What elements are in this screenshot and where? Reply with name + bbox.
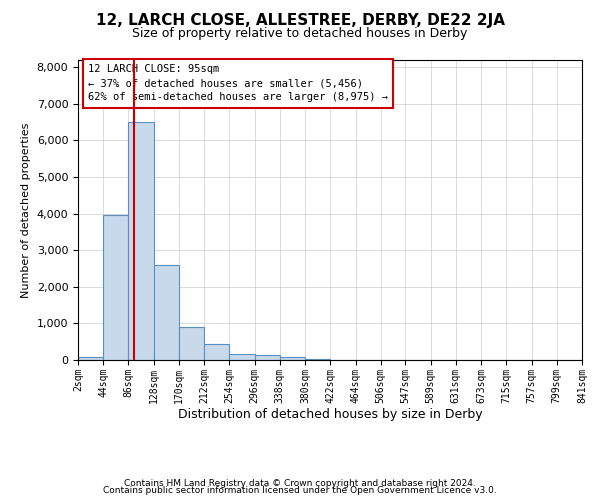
Bar — [78, 358, 103, 360]
Bar — [154, 265, 179, 360]
Bar — [280, 358, 305, 360]
Bar — [229, 354, 254, 360]
Bar — [128, 122, 154, 360]
Bar — [179, 327, 204, 360]
Text: Contains public sector information licensed under the Open Government Licence v3: Contains public sector information licen… — [103, 486, 497, 495]
Bar — [254, 356, 280, 360]
Bar — [204, 344, 229, 360]
Text: Size of property relative to detached houses in Derby: Size of property relative to detached ho… — [133, 28, 467, 40]
Y-axis label: Number of detached properties: Number of detached properties — [21, 122, 31, 298]
X-axis label: Distribution of detached houses by size in Derby: Distribution of detached houses by size … — [178, 408, 482, 422]
Bar — [103, 214, 128, 360]
Bar — [305, 359, 331, 360]
Text: 12, LARCH CLOSE, ALLESTREE, DERBY, DE22 2JA: 12, LARCH CLOSE, ALLESTREE, DERBY, DE22 … — [95, 12, 505, 28]
Text: 12 LARCH CLOSE: 95sqm
← 37% of detached houses are smaller (5,456)
62% of semi-d: 12 LARCH CLOSE: 95sqm ← 37% of detached … — [88, 64, 388, 102]
Text: Contains HM Land Registry data © Crown copyright and database right 2024.: Contains HM Land Registry data © Crown c… — [124, 478, 476, 488]
